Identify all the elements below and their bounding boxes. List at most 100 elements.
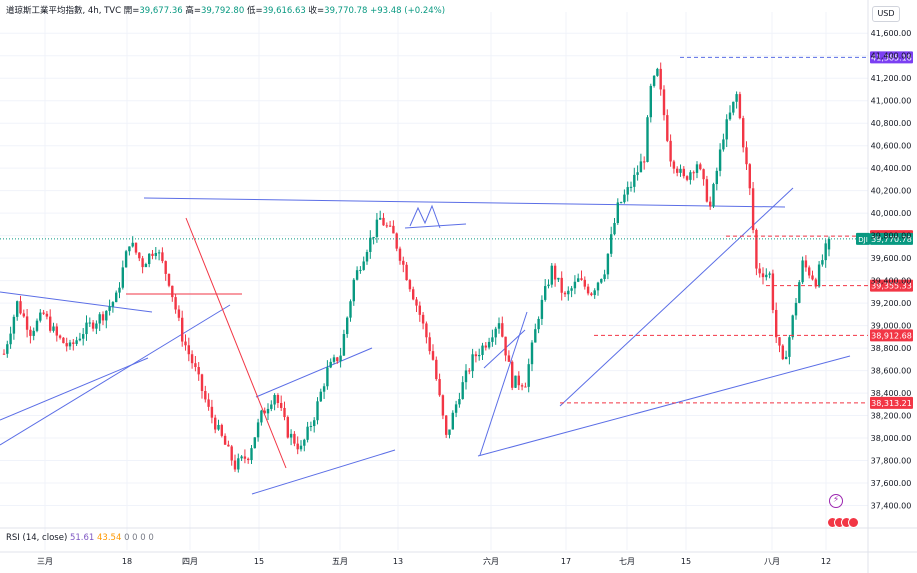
price-label-box — [870, 396, 913, 409]
candle-body — [167, 273, 171, 286]
candle-body — [775, 309, 778, 338]
candle-body — [537, 318, 540, 330]
candle-body — [181, 317, 184, 342]
candle-body — [811, 275, 814, 280]
candle-body — [560, 277, 563, 293]
candle-body — [682, 168, 685, 177]
candle-body — [207, 399, 210, 407]
candle-body — [629, 186, 633, 188]
candle-body — [316, 401, 319, 421]
price-tick-label: 41,000.00 — [871, 97, 912, 106]
candle-body — [722, 139, 725, 150]
candle-body — [266, 408, 270, 414]
candle-body — [220, 424, 223, 436]
candle-body — [25, 316, 29, 330]
candle-body — [243, 456, 247, 459]
candle-body — [263, 410, 266, 414]
open-value: 39,677.36 — [139, 6, 183, 16]
candle-body — [134, 242, 138, 253]
candle-body — [124, 251, 128, 268]
candle-body — [425, 323, 428, 338]
candle-body — [45, 313, 49, 317]
candle-body — [600, 278, 603, 283]
price-tick-label: 39,200.00 — [871, 299, 912, 308]
rsi-legend[interactable]: RSI (14, close) 51.61 43.54 0 0 0 0 — [6, 533, 154, 543]
candle-body — [157, 252, 161, 254]
candle-body — [497, 323, 501, 329]
candle-body — [441, 395, 445, 416]
currency-button[interactable]: USD — [872, 6, 900, 22]
candle-body — [372, 236, 375, 238]
candle-body — [540, 299, 544, 319]
trendline — [0, 291, 153, 313]
candle-body — [29, 329, 32, 336]
price-tick-label: 40,000.00 — [871, 209, 912, 218]
trendline — [477, 355, 851, 457]
candle-body — [144, 264, 148, 268]
economic-events[interactable] — [827, 513, 859, 528]
candle-body — [375, 219, 379, 237]
candle-body — [253, 437, 256, 449]
candle-body — [283, 407, 286, 418]
flash-icon[interactable]: ⚡ — [829, 494, 843, 508]
candle-body — [768, 273, 771, 275]
candle-body — [788, 337, 791, 357]
candle-body — [319, 391, 322, 402]
candle-body — [610, 234, 613, 254]
time-axis[interactable]: 三月 18 四月 15 五月 13 六月 17 七月 15 八月 12 — [37, 556, 831, 566]
event-flag-icon[interactable] — [848, 517, 859, 528]
time-tick-label: 六月 — [483, 556, 499, 566]
candle-body — [91, 322, 95, 329]
symbol-line: 道琼斯工業平均指數, 4h, TVC — [6, 6, 122, 16]
candle-body — [438, 379, 441, 396]
candle-body — [118, 287, 121, 293]
candle-body — [791, 315, 794, 338]
price-label-box — [870, 279, 913, 292]
price-label-box — [870, 232, 913, 245]
candle-body — [623, 194, 626, 203]
price-tick-label: 41,600.00 — [871, 29, 912, 38]
candle-body — [223, 435, 227, 445]
candle-body — [392, 225, 395, 234]
candle-body — [761, 273, 765, 278]
trendline — [0, 357, 149, 421]
candle-body — [197, 367, 200, 375]
candle-body — [814, 279, 817, 287]
candle-body — [313, 420, 316, 427]
candle-body — [184, 341, 187, 346]
candle-body — [616, 202, 619, 223]
candle-body — [121, 267, 124, 288]
candle-body — [237, 458, 240, 470]
candle-body — [676, 168, 679, 173]
candle-body — [709, 201, 712, 207]
candle-body — [85, 322, 88, 335]
candle-body — [689, 172, 692, 180]
candle-body — [583, 279, 586, 287]
candle-body — [148, 253, 151, 265]
candle-body — [326, 367, 329, 387]
candle-body — [171, 285, 174, 298]
time-tick-label: 17 — [561, 557, 571, 566]
candle-body — [652, 75, 656, 86]
candle-body — [75, 340, 78, 344]
candle-body — [738, 94, 742, 119]
candle-body — [468, 370, 471, 372]
candle-body — [808, 267, 811, 276]
candle-body — [626, 187, 629, 195]
candle-body — [418, 305, 421, 315]
candle-body — [705, 179, 709, 202]
price-tick-label: 37,400.00 — [871, 502, 912, 511]
candle-body — [336, 357, 339, 362]
candle-body — [161, 252, 164, 262]
candle-body — [141, 258, 144, 268]
candle-body — [758, 268, 761, 274]
candle-body — [405, 264, 408, 281]
candle-body — [685, 176, 689, 180]
price-axis[interactable]: 37,400.00 37,600.00 37,800.00 38,000.00 38,2… — [871, 29, 912, 510]
candle-body — [303, 439, 306, 446]
rsi-value: 51.61 — [69, 533, 95, 543]
candle-body — [435, 359, 438, 380]
candle-body — [296, 443, 299, 450]
